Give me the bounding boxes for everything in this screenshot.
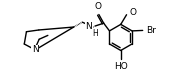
Text: N: N — [32, 45, 39, 54]
Text: H: H — [92, 29, 98, 38]
Text: O: O — [95, 2, 102, 11]
Text: O: O — [129, 8, 136, 17]
Text: HO: HO — [114, 62, 128, 71]
Text: Br: Br — [147, 26, 156, 35]
Text: N: N — [85, 22, 92, 31]
